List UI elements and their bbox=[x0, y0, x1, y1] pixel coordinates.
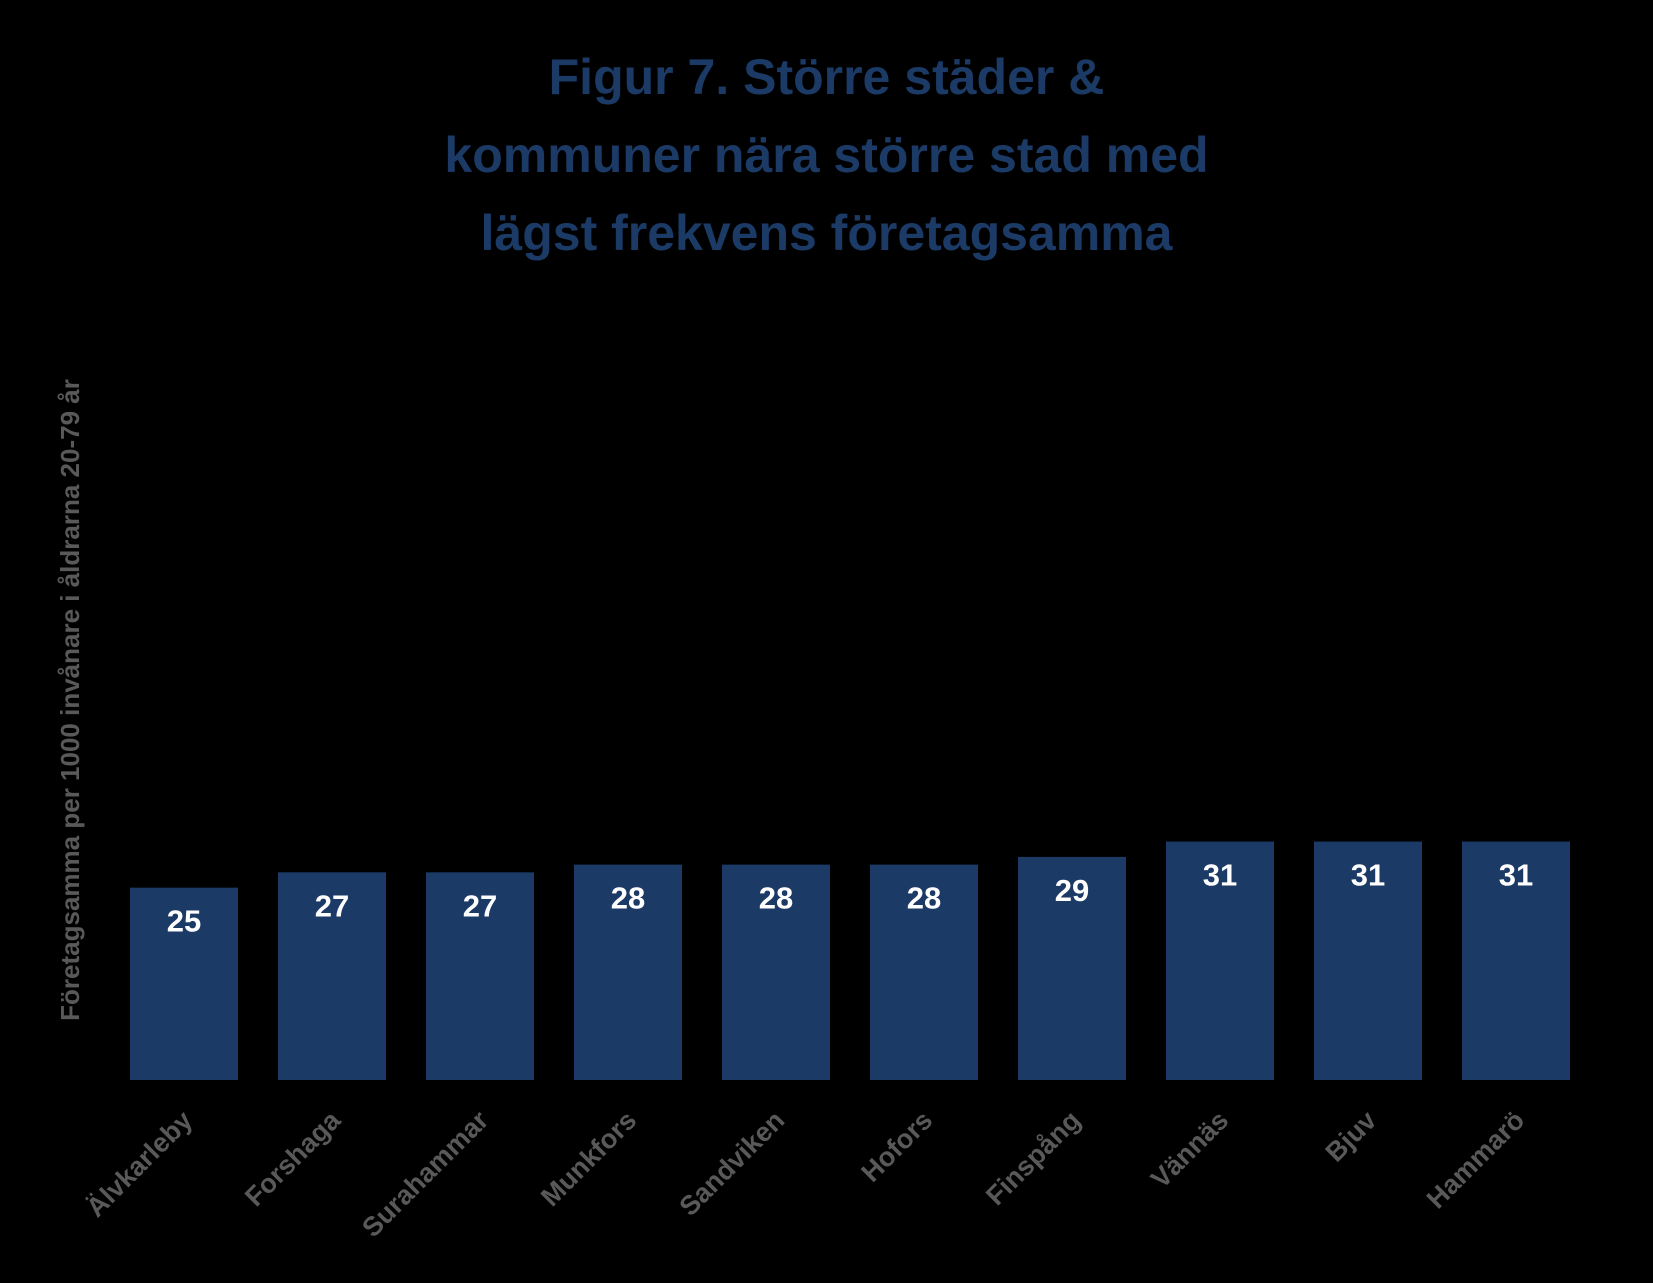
chart-title: Figur 7. Större städer & kommuner nära s… bbox=[444, 49, 1209, 261]
bar-bjuv bbox=[1314, 841, 1422, 1080]
data-label: 31 bbox=[1351, 858, 1385, 893]
x-tick-label: Älvkarleby bbox=[80, 1105, 198, 1223]
x-tick-label: Bjuv bbox=[1320, 1105, 1383, 1168]
y-axis-label-group: Företagsamma per 1000 invånare i åldrarn… bbox=[55, 379, 85, 1021]
x-tick-label: Hofors bbox=[856, 1105, 939, 1188]
x-tick-label: Vännäs bbox=[1145, 1105, 1234, 1194]
data-label: 31 bbox=[1203, 858, 1237, 893]
x-tick-label: Hammarö bbox=[1421, 1105, 1530, 1214]
x-tick-label: Forshaga bbox=[239, 1104, 347, 1212]
x-tick-label: Sandviken bbox=[674, 1105, 791, 1222]
data-label: 28 bbox=[611, 881, 645, 916]
data-label: 27 bbox=[463, 888, 497, 923]
x-tick-labels-group: Älvkarleby Forshaga Surahammar Munkfors Sand… bbox=[80, 1104, 1530, 1243]
data-label: 31 bbox=[1499, 858, 1533, 893]
bar-forshaga bbox=[278, 872, 386, 1080]
data-label: 28 bbox=[759, 881, 793, 916]
x-tick-label: Surahammar bbox=[356, 1105, 494, 1243]
bar-hofors bbox=[870, 864, 978, 1080]
x-tick-label: Finspång bbox=[980, 1105, 1086, 1211]
bar-hammarö bbox=[1462, 841, 1570, 1080]
y-axis-label: Företagsamma per 1000 invånare i åldrarn… bbox=[55, 379, 85, 1021]
data-label: 29 bbox=[1055, 873, 1089, 908]
data-label: 28 bbox=[907, 881, 941, 916]
bar-vännäs bbox=[1166, 841, 1274, 1080]
bar-surahammar bbox=[426, 872, 534, 1080]
data-label: 25 bbox=[167, 904, 201, 939]
bar-sandviken bbox=[722, 864, 830, 1080]
data-labels-group: 25 27 27 28 28 28 29 31 31 31 bbox=[167, 858, 1533, 939]
x-tick-label: Munkfors bbox=[535, 1105, 642, 1212]
bar-finspång bbox=[1018, 856, 1126, 1080]
bar-munkfors bbox=[574, 864, 682, 1080]
bar-älvkarleby bbox=[130, 887, 238, 1080]
data-label: 27 bbox=[315, 888, 349, 923]
bars-group bbox=[130, 841, 1570, 1080]
